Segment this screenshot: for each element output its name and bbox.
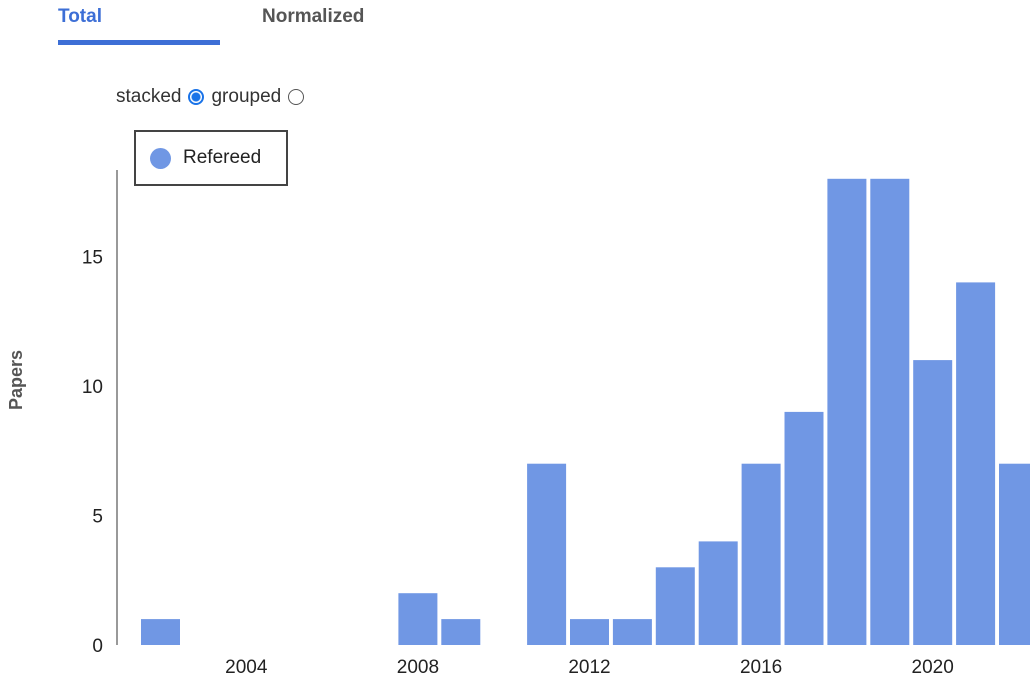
bar-2017 [784, 411, 824, 645]
y-axis-label: Papers [6, 349, 26, 410]
x-tick-label-2016: 2016 [740, 657, 782, 676]
bar-2008 [398, 593, 438, 645]
x-tick-label-2020: 2020 [912, 657, 954, 676]
bar-2013 [612, 619, 652, 645]
bar-2015 [698, 541, 738, 645]
x-tick-label-2012: 2012 [568, 657, 610, 676]
active-tab-indicator [58, 40, 220, 45]
y-tick-label-10: 10 [82, 377, 103, 398]
bar-2019 [870, 178, 910, 646]
bar-2014 [655, 567, 695, 645]
bar-2016 [741, 463, 781, 645]
stacked-label: stacked [116, 86, 182, 107]
grouped-label: grouped [211, 86, 282, 107]
tab-total[interactable]: Total [58, 6, 102, 27]
display-mode-options: stacked grouped [116, 86, 307, 108]
x-tick-label-2008: 2008 [397, 657, 439, 676]
chart-legend: Refereed [134, 130, 288, 186]
bar-2022 [999, 463, 1030, 645]
stacked-radio[interactable] [188, 89, 205, 105]
y-tick-label-0: 0 [92, 636, 103, 657]
y-tick-label-5: 5 [92, 507, 103, 528]
grouped-radio[interactable] [288, 89, 305, 105]
legend-label-refereed: Refereed [183, 147, 262, 168]
bar-2011 [527, 463, 567, 645]
bar-2009 [441, 619, 481, 645]
bar-2012 [570, 619, 609, 645]
legend-swatch-refereed [150, 147, 171, 169]
bar-2002 [141, 619, 180, 645]
bar-2018 [827, 178, 867, 646]
bar-2020 [913, 360, 953, 645]
bar-2021 [956, 282, 996, 645]
x-tick-label-2004: 2004 [225, 657, 268, 676]
tab-normalized[interactable]: Normalized [262, 6, 365, 27]
y-tick-label-15: 15 [82, 248, 103, 269]
